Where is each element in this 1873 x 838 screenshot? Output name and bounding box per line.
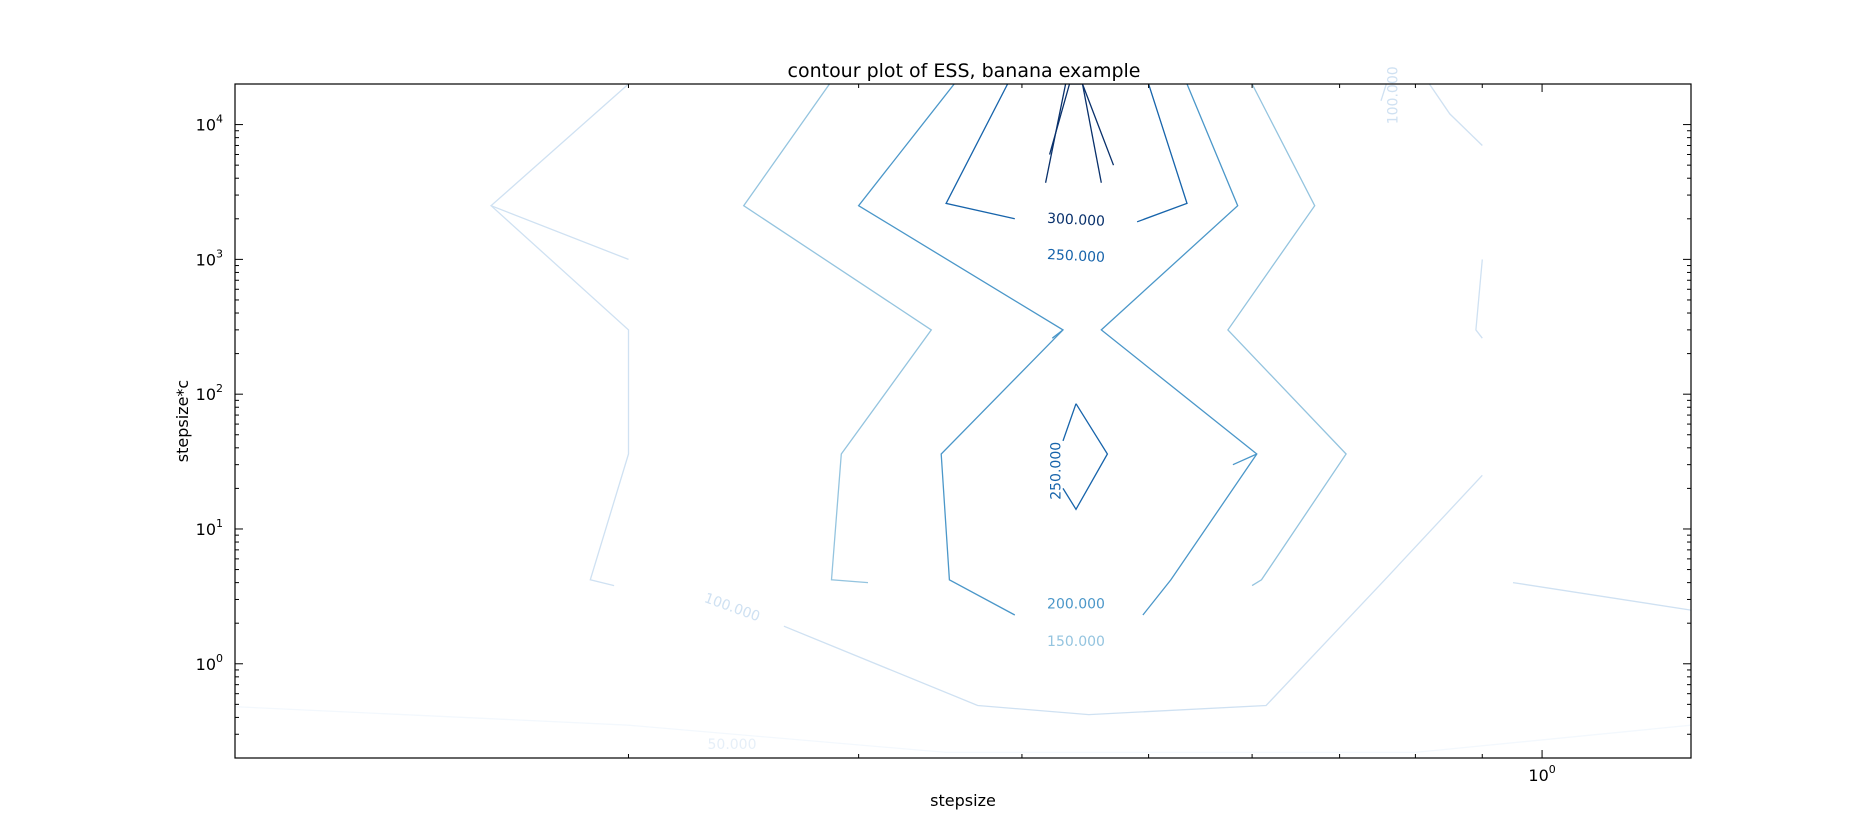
contour-line-level-300000-0	[1048, 84, 1115, 166]
y-axis-label: stepsize*c	[173, 380, 192, 462]
x-tick-label-0: 100	[1528, 763, 1555, 785]
chart-title: contour plot of ESS, banana example	[788, 60, 1141, 82]
contour-line-level-150000-1	[1227, 84, 1347, 587]
contour-label-7: 100.000	[1386, 66, 1402, 124]
contour-line-level-250000-2	[1062, 403, 1109, 511]
contour-line-level-200000-2	[1100, 84, 1258, 616]
contour-label-1: 250.000	[1047, 247, 1106, 266]
contour-label-2: 250.000	[1048, 442, 1064, 500]
contour-line-level-100000-1	[490, 205, 630, 587]
contour-label-6: 50.000	[708, 737, 757, 753]
contour-line-level-200000-0	[857, 84, 1065, 616]
contour-line-level-50000-0	[235, 706, 1691, 754]
contour-line-level-300000-1	[1044, 84, 1067, 183]
contour-line-level-100000-0	[489, 84, 629, 261]
y-tick-label-4: 104	[196, 113, 223, 135]
contour-line-level-300000-2	[1081, 84, 1102, 183]
contour-label-4: 150.000	[1047, 634, 1105, 650]
y-tick-label-2: 102	[196, 382, 223, 404]
x-axis-label: stepsize	[930, 791, 996, 810]
contour-line-level-100000-5	[1475, 259, 1483, 339]
y-tick-label-3: 103	[196, 247, 223, 269]
contour-line-level-200000-3	[1232, 453, 1258, 466]
contour-line-level-150000-0	[742, 84, 933, 584]
contour-line-level-100000-3	[1380, 84, 1387, 101]
contour-label-5: 100.000	[702, 590, 762, 625]
y-tick-label-0: 100	[196, 652, 223, 674]
contour-line-level-100000-6	[1512, 581, 1691, 611]
contour-line-level-250000-3	[1062, 403, 1077, 442]
plot-area: 300.000 250.000 250.000 200.000 150.000 100.0…	[235, 66, 1691, 754]
plot-frame	[234, 83, 1692, 759]
contour-lines	[235, 84, 1691, 754]
contour-label-3: 200.000	[1047, 597, 1105, 613]
contour-line-level-250000-1	[1136, 84, 1188, 223]
contour-labels: 300.000 250.000 250.000 200.000 150.000 100.0…	[702, 66, 1402, 753]
axis-ticks: 100 101 102 103 104 100	[196, 83, 1691, 785]
contour-line-level-100000-4	[1428, 84, 1483, 146]
contour-label-0: 300.000	[1047, 211, 1106, 230]
contour-line-level-250000-0	[945, 84, 1015, 220]
contour-line-level-200000-1	[1051, 329, 1064, 339]
y-tick-label-1: 101	[196, 517, 223, 539]
contour-line-level-100000-2	[783, 474, 1483, 716]
